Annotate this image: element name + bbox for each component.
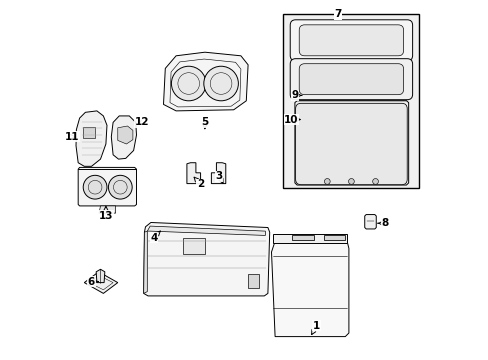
Polygon shape xyxy=(76,111,107,166)
Polygon shape xyxy=(273,234,346,243)
Text: 3: 3 xyxy=(215,171,223,183)
Text: 2: 2 xyxy=(194,177,204,189)
Polygon shape xyxy=(211,163,225,184)
Text: 9: 9 xyxy=(291,90,301,100)
Polygon shape xyxy=(147,226,265,235)
Polygon shape xyxy=(186,163,200,184)
Polygon shape xyxy=(143,231,147,293)
Polygon shape xyxy=(143,222,269,296)
Circle shape xyxy=(203,66,238,101)
Polygon shape xyxy=(99,206,115,213)
Polygon shape xyxy=(294,51,408,63)
FancyBboxPatch shape xyxy=(289,59,412,100)
Text: 8: 8 xyxy=(377,218,388,228)
Polygon shape xyxy=(118,126,133,144)
Text: 10: 10 xyxy=(284,114,300,125)
Polygon shape xyxy=(111,116,136,159)
Polygon shape xyxy=(291,235,313,240)
Text: 5: 5 xyxy=(201,117,208,129)
FancyBboxPatch shape xyxy=(299,64,403,95)
Polygon shape xyxy=(323,235,345,240)
Polygon shape xyxy=(283,14,418,188)
Polygon shape xyxy=(183,238,204,254)
Polygon shape xyxy=(247,274,258,288)
Polygon shape xyxy=(163,52,247,111)
Text: 1: 1 xyxy=(311,321,320,334)
Text: 12: 12 xyxy=(134,117,149,127)
FancyBboxPatch shape xyxy=(295,103,407,185)
Circle shape xyxy=(348,179,354,184)
Polygon shape xyxy=(271,241,348,337)
Polygon shape xyxy=(78,167,136,206)
Text: 11: 11 xyxy=(65,132,80,142)
Text: 7: 7 xyxy=(334,9,341,19)
Circle shape xyxy=(171,66,205,101)
Polygon shape xyxy=(83,127,95,138)
Text: 6: 6 xyxy=(88,276,98,287)
Text: 4: 4 xyxy=(150,231,160,243)
Circle shape xyxy=(83,175,107,199)
Polygon shape xyxy=(294,101,408,185)
Circle shape xyxy=(108,175,132,199)
FancyBboxPatch shape xyxy=(299,25,403,56)
Polygon shape xyxy=(294,89,408,100)
FancyBboxPatch shape xyxy=(289,20,412,61)
Polygon shape xyxy=(364,215,375,229)
Text: 13: 13 xyxy=(99,206,113,221)
Circle shape xyxy=(372,179,378,184)
Polygon shape xyxy=(96,269,104,283)
Circle shape xyxy=(324,179,329,184)
Polygon shape xyxy=(84,272,118,293)
